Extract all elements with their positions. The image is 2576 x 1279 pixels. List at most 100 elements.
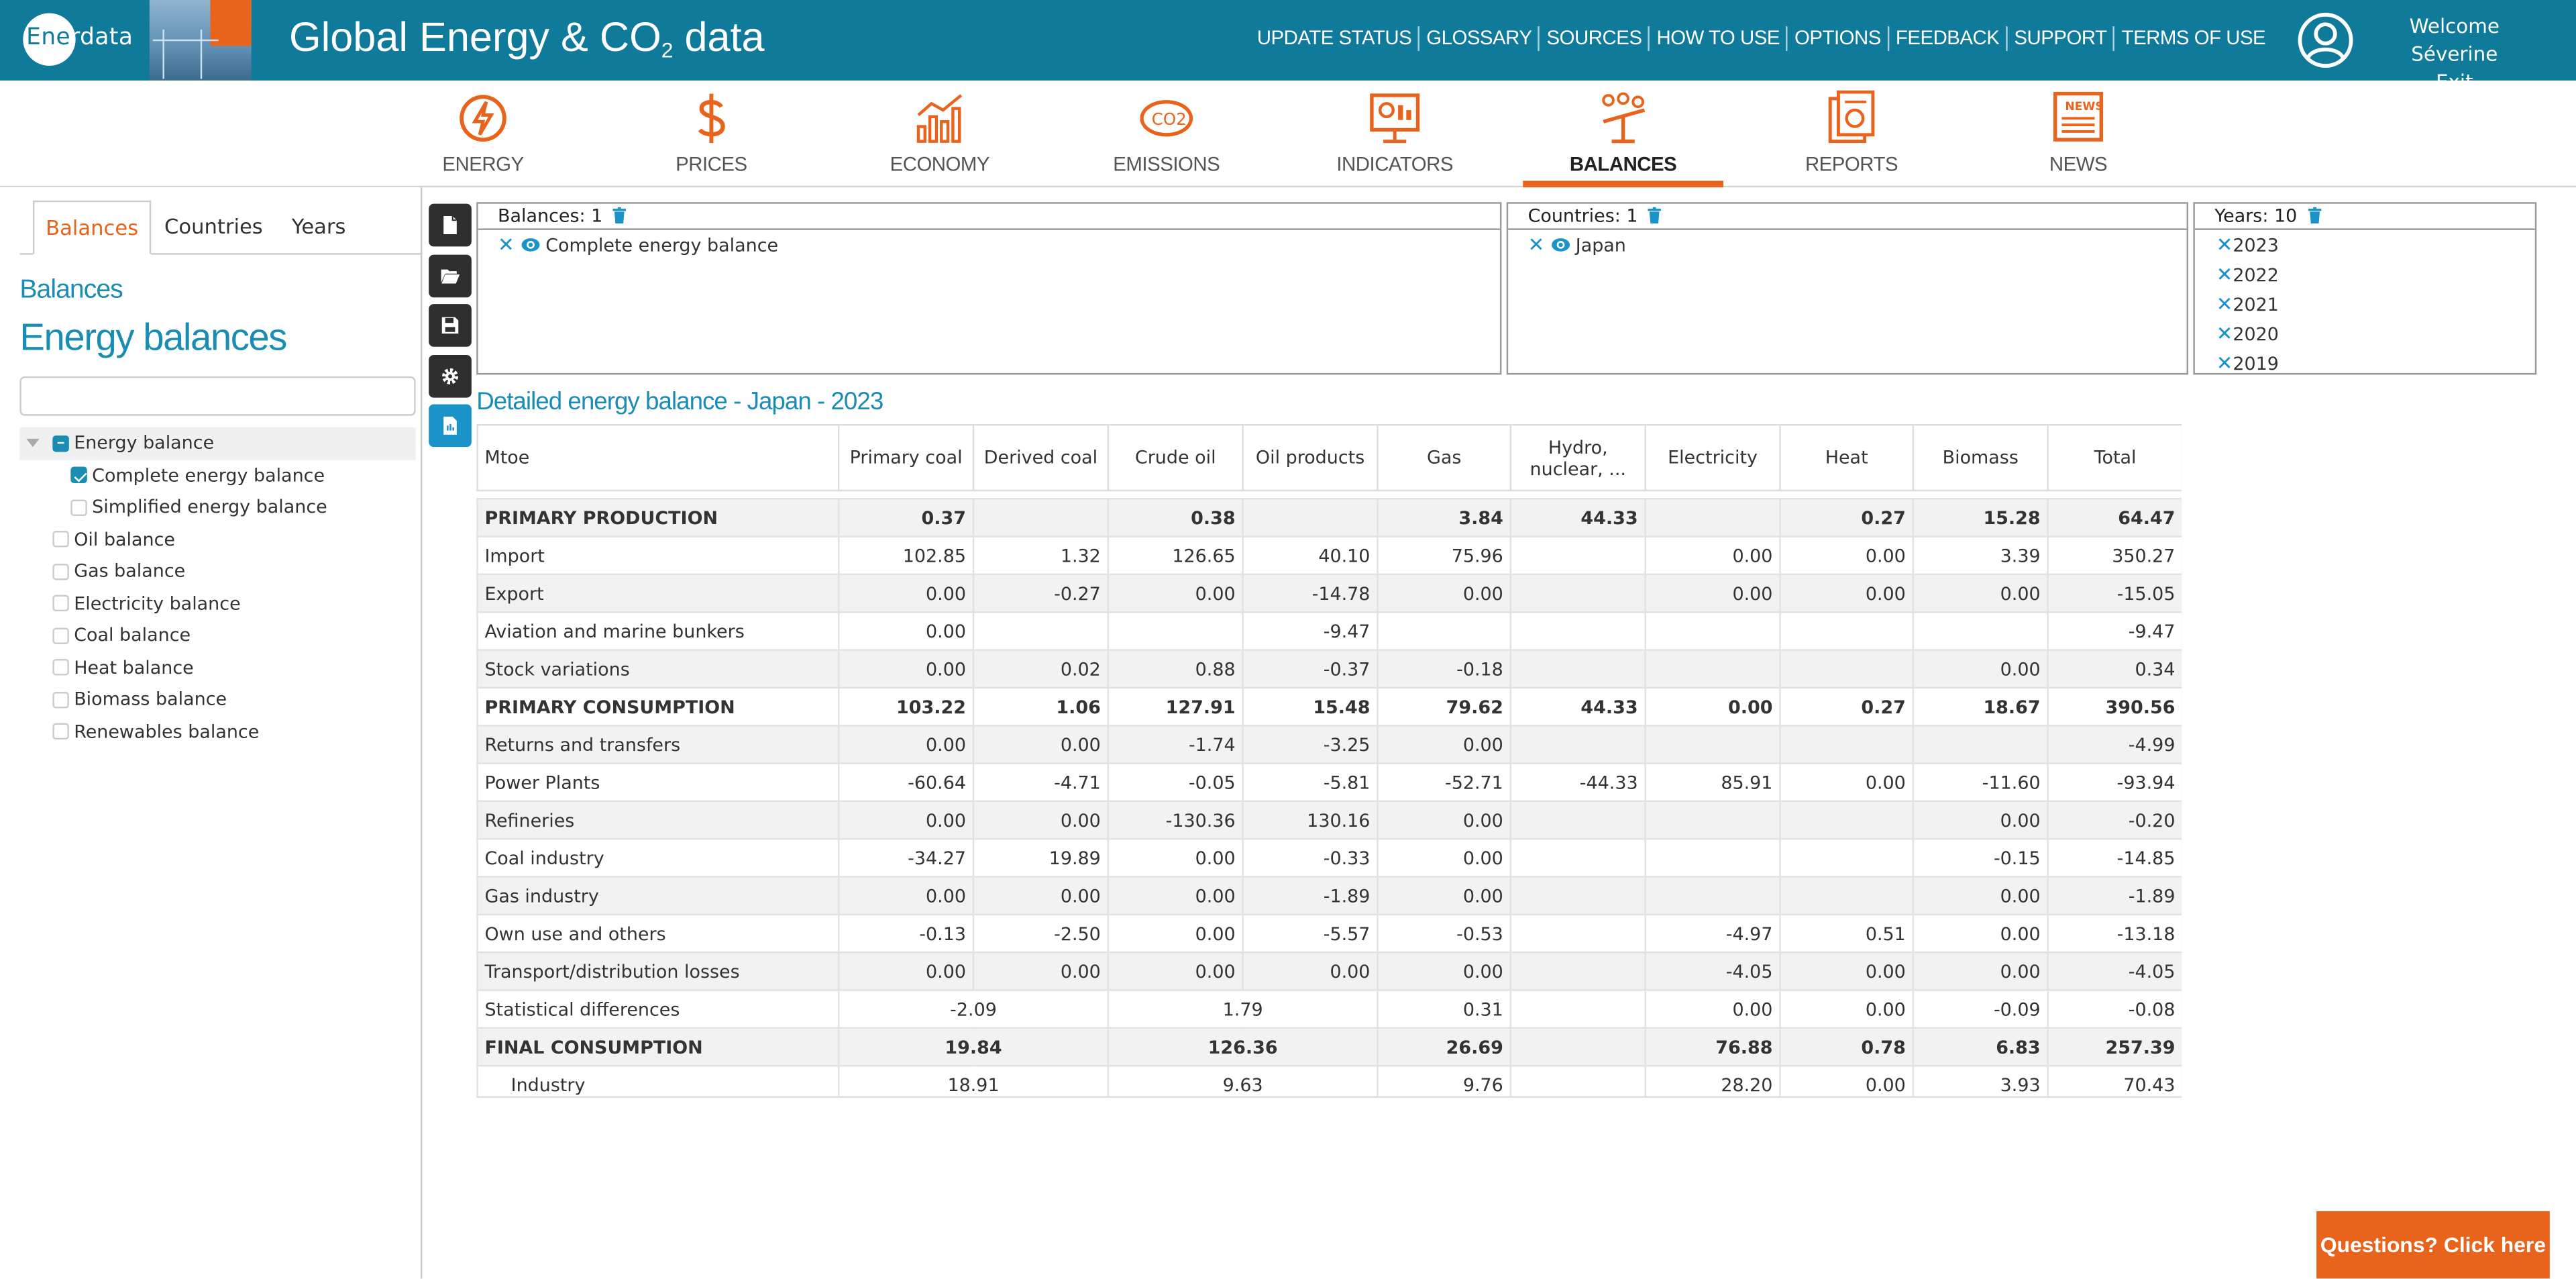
top-nav-feedback[interactable]: FEEDBACK — [1889, 26, 2008, 51]
tree-item-oil-balance[interactable]: Oil balance — [19, 523, 415, 556]
module-prices[interactable]: PRICES — [611, 81, 812, 187]
table-cell: 0.51 — [1779, 913, 1915, 954]
table-cell: -0.05 — [1107, 762, 1244, 803]
table-row[interactable]: Industry 18.91 9.63 9.76 28.20 0.00 3.93 70.43 — [476, 1064, 2182, 1096]
table-cell: -0.08 — [2047, 989, 2182, 1029]
module-reports[interactable]: REPORTS — [1752, 81, 1952, 187]
balance-table-container[interactable]: Mtoe Primary coal Derived coal Crude oil Oil… — [476, 423, 2182, 1098]
tree-checkbox[interactable] — [70, 466, 87, 484]
remove-icon[interactable]: ✕ — [498, 233, 515, 257]
questions-help-button[interactable]: Questions? Click here — [2316, 1211, 2550, 1279]
tree-item-biomass-balance[interactable]: Biomass balance — [19, 684, 415, 716]
tab-balances[interactable]: Balances — [32, 200, 152, 255]
tree-item-gas-balance[interactable]: Gas balance — [19, 556, 415, 588]
top-nav-glossary[interactable]: GLOSSARY — [1419, 26, 1540, 51]
tree-checkbox[interactable] — [52, 627, 69, 644]
table-row[interactable]: Aviation and marine bunkers 0.00 -9.47 -9.4… — [476, 611, 2182, 651]
breadcrumb[interactable]: Balances — [19, 276, 123, 305]
trash-icon[interactable] — [1648, 207, 1662, 224]
tree-checkbox[interactable] — [52, 562, 69, 580]
tree-item-coal-balance[interactable]: Coal balance — [19, 619, 415, 652]
column-header[interactable]: Total — [2047, 423, 2182, 492]
remove-icon[interactable]: ✕ — [1527, 233, 1545, 257]
tree-checkbox[interactable] — [70, 499, 87, 515]
module-news[interactable]: NEWS NEWS — [1978, 81, 2179, 187]
column-header[interactable]: Hydro, nuclear, ... — [1509, 423, 1646, 492]
tree-checkbox[interactable] — [52, 690, 69, 708]
module-balances[interactable]: BALANCES — [1523, 81, 1724, 188]
enerdata-logo[interactable] — [23, 13, 76, 66]
table-row[interactable]: Transport/distribution losses 0.00 0.00 0.0… — [476, 951, 2182, 991]
tree-item-electricity-balance[interactable]: Electricity balance — [19, 588, 415, 620]
settings-button[interactable] — [429, 354, 472, 397]
module-economy[interactable]: ECONOMY — [839, 81, 1040, 187]
table-cell: 1.06 — [972, 686, 1110, 727]
tree-checkbox[interactable] — [52, 659, 69, 676]
balances-selection-header: Balances: 1 — [478, 204, 1500, 230]
trash-icon[interactable] — [613, 207, 627, 224]
module-emissions[interactable]: CO2 EMISSIONS — [1066, 81, 1267, 187]
column-header[interactable]: Heat — [1779, 423, 1915, 492]
top-nav-terms-of-use[interactable]: TERMS OF USE — [2121, 26, 2266, 50]
table-row[interactable]: Refineries 0.00 0.00 -130.36 130.16 0.00 0.00-… — [476, 800, 2182, 840]
years-list[interactable]: ✕2023 ✕2022 ✕2021 ✕2020 ✕2019 — [2195, 230, 2535, 375]
module-energy[interactable]: ENERGY — [383, 81, 584, 187]
save-button[interactable] — [429, 304, 472, 347]
eye-icon[interactable] — [520, 235, 539, 254]
column-header[interactable]: Derived coal — [972, 423, 1110, 492]
open-folder-button[interactable] — [429, 254, 472, 297]
table-row[interactable]: FINAL CONSUMPTION 19.84 126.36 26.69 76.88 0.… — [476, 1027, 2182, 1067]
page-title: Energy balances — [19, 315, 287, 358]
remove-icon[interactable]: ✕ — [2216, 233, 2233, 257]
collapse-caret-icon[interactable] — [26, 438, 40, 448]
tree-item-heat-balance[interactable]: Heat balance — [19, 652, 415, 684]
tree-checkbox[interactable] — [52, 531, 69, 548]
table-cell: -0.37 — [1242, 649, 1379, 689]
table-row[interactable]: Own use and others -0.13 -2.50 0.00 -5.57 -0.… — [476, 913, 2182, 954]
tree-search-input[interactable] — [19, 376, 416, 416]
column-header[interactable]: Oil products — [1242, 423, 1379, 492]
tree-item-energy-balance[interactable]: Energy balance — [19, 427, 416, 460]
top-nav-update-status[interactable]: UPDATE STATUS — [1250, 26, 1420, 51]
table-row[interactable]: Statistical differences -2.09 1.79 0.31 0.00… — [476, 989, 2182, 1029]
eye-icon[interactable] — [1550, 235, 1570, 254]
user-account-icon[interactable] — [2297, 11, 2355, 69]
table-cell — [1377, 611, 1512, 651]
table-row[interactable]: Import 102.85 1.32 126.65 40.10 75.96 0.00 0.00… — [476, 535, 2182, 576]
module-indicators[interactable]: INDICATORS — [1295, 81, 1495, 187]
tree-checkbox[interactable] — [52, 723, 69, 740]
export-report-button[interactable] — [429, 404, 472, 448]
tab-countries[interactable]: Countries — [164, 213, 263, 239]
column-header[interactable]: Electricity — [1644, 423, 1781, 492]
table-row[interactable]: Gas industry 0.00 0.00 0.00 -1.89 0.00 0.00 -1.… — [476, 876, 2182, 916]
column-header[interactable]: Biomass — [1912, 423, 2049, 492]
table-cell: 0.00 — [1107, 951, 1244, 991]
table-row[interactable]: Stock variations 0.00 0.02 0.88 -0.37 -0.18 0.… — [476, 649, 2182, 689]
table-row[interactable]: PRIMARY PRODUCTION 0.37 0.38 3.84 44.33 0.27 1… — [476, 498, 2182, 538]
table-row[interactable]: Returns and transfers 0.00 0.00 -1.74 -3.25 0… — [476, 725, 2182, 764]
trash-icon[interactable] — [2308, 207, 2321, 224]
table-row[interactable]: Power Plants -60.64 -4.71 -0.05 -5.81 -52.71-… — [476, 762, 2182, 803]
top-nav-how-to-use[interactable]: HOW TO USE — [1650, 26, 1788, 51]
tree-item-renewables-balance[interactable]: Renewables balance — [19, 716, 415, 748]
tree-item-simplified-energy-balance[interactable]: Simplified energy balance — [19, 491, 415, 523]
remove-icon[interactable]: ✕ — [2216, 262, 2233, 287]
column-header[interactable]: Primary coal — [837, 423, 975, 492]
remove-icon[interactable]: ✕ — [2216, 352, 2233, 375]
tree-checkbox[interactable] — [52, 595, 69, 612]
new-file-button[interactable] — [429, 203, 472, 247]
remove-icon[interactable]: ✕ — [2216, 292, 2233, 316]
top-nav-sources[interactable]: SOURCES — [1540, 26, 1650, 51]
tree-item-complete-energy-balance[interactable]: Complete energy balance — [19, 459, 415, 491]
table-row[interactable]: Export 0.00 -0.27 0.00 -14.78 0.00 0.00 0.00 0.0… — [476, 573, 2182, 613]
column-header[interactable]: Gas — [1377, 423, 1512, 492]
table-cell: 102.85 — [837, 535, 975, 576]
top-nav-support[interactable]: SUPPORT — [2008, 26, 2115, 51]
top-nav-options[interactable]: OPTIONS — [1788, 26, 1890, 51]
table-row[interactable]: PRIMARY CONSUMPTION 103.22 1.06 127.91 15.48… — [476, 686, 2182, 727]
tree-checkbox[interactable] — [52, 434, 69, 452]
column-header[interactable]: Crude oil — [1107, 423, 1244, 492]
table-row[interactable]: Coal industry -34.27 19.89 0.00 -0.33 0.00 -0.… — [476, 837, 2182, 878]
tab-years[interactable]: Years — [291, 213, 346, 239]
remove-icon[interactable]: ✕ — [2216, 322, 2233, 346]
